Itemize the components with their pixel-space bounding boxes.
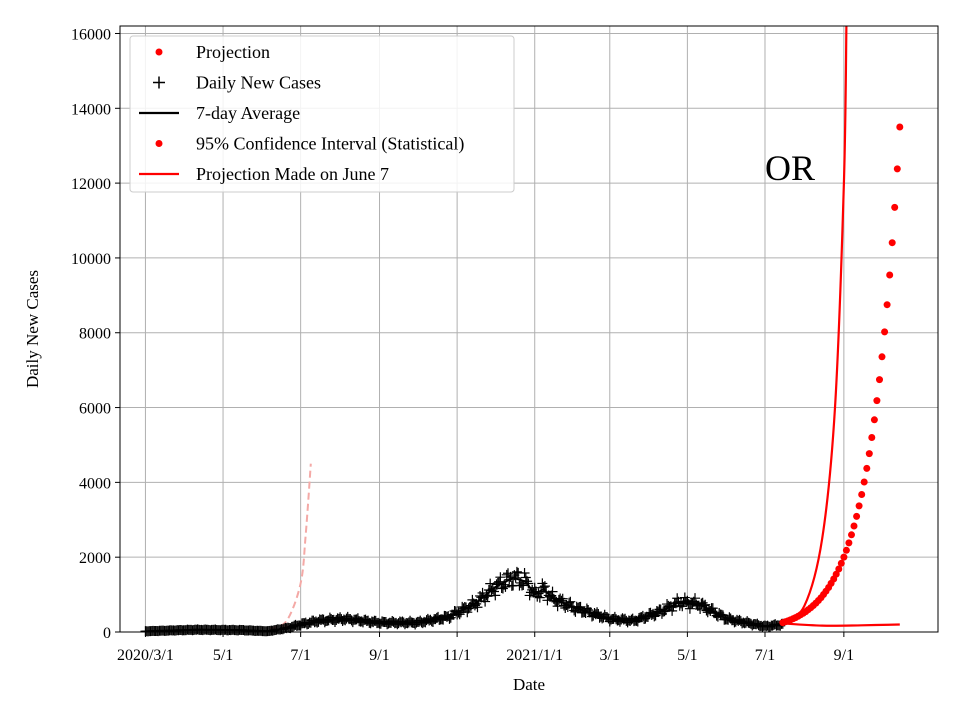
- legend-entry: Daily New Cases: [153, 73, 321, 93]
- legend-entry: Projection Made on June 7: [139, 164, 389, 184]
- projection-dot: [886, 271, 894, 279]
- daily-case-marker: [511, 566, 522, 577]
- projection-dot: [878, 353, 886, 361]
- seven-day-average-line: [145, 576, 783, 633]
- legend-label: Projection Made on June 7: [196, 164, 389, 184]
- x-axis-label: Date: [513, 675, 545, 694]
- x-tick-label: 3/1: [600, 647, 620, 664]
- y-tick-label: 10000: [71, 251, 111, 268]
- projection-dot: [850, 522, 858, 530]
- x-ticks: 2020/3/1 5/1 7/1 9/1 11/1 2021/1/1 3/1 5/1 7/1 9/…: [117, 632, 854, 664]
- projection-dot: [855, 502, 863, 510]
- daily-case-marker: [547, 586, 558, 597]
- projection-dot: [845, 539, 853, 547]
- daily-case-marker: [552, 601, 563, 612]
- projection-dot: [848, 531, 855, 539]
- y-tick-label: 0: [103, 625, 111, 642]
- projection-dot: [896, 123, 904, 131]
- legend-label: 7-day Average: [196, 103, 300, 123]
- daily-case-marker: [519, 567, 530, 578]
- x-tick-label: 2020/3/1: [117, 647, 174, 664]
- projection-dot: [835, 565, 843, 573]
- projection-dots: [779, 123, 904, 627]
- projection-dot: [840, 553, 848, 561]
- earlier-projection: [269, 463, 312, 630]
- plot-frame: [119, 25, 939, 633]
- legend-label: 95% Confidence Interval (Statistical): [196, 134, 464, 155]
- daily-case-marker: [485, 578, 496, 589]
- projection-dot: [888, 239, 896, 247]
- projection-dot: [863, 464, 871, 472]
- x-tick-label: 11/1: [443, 647, 471, 664]
- daily-new-cases: [140, 566, 788, 637]
- projection-dot: [837, 559, 845, 567]
- y-tick-label: 8000: [79, 326, 111, 343]
- y-axis-label: Daily New Cases: [23, 270, 42, 388]
- x-tick-label: 5/1: [677, 647, 697, 664]
- projection-dot: [853, 512, 861, 520]
- projection-dot: [893, 165, 901, 173]
- daily-case-marker: [500, 581, 511, 592]
- legend-entry: Projection: [155, 42, 270, 62]
- x-tick-label: 7/1: [755, 647, 775, 664]
- projection-dot: [873, 397, 881, 405]
- y-ticks: 0 2000 4000 6000 8000 10000 12000 14000 16000: [71, 26, 120, 642]
- daily-case-marker: [472, 602, 483, 613]
- daily-case-marker: [495, 572, 506, 583]
- projection-dot: [883, 301, 891, 309]
- projection-dot: [868, 434, 876, 441]
- daily-case-marker: [538, 582, 549, 593]
- legend-marker-dot: [155, 48, 163, 56]
- projection-dot: [858, 491, 866, 498]
- y-tick-label: 4000: [79, 475, 111, 492]
- earlier-projection-upper: [269, 463, 312, 630]
- y-tick-label: 14000: [71, 101, 111, 118]
- y-tick-label: 12000: [71, 176, 111, 193]
- y-tick-label: 2000: [79, 550, 111, 567]
- daily-case-marker: [480, 596, 491, 607]
- x-tick-label: 2021/1/1: [506, 647, 563, 664]
- projection-dot: [860, 478, 868, 486]
- daily-case-marker: [490, 590, 501, 601]
- legend-entry: 95% Confidence Interval (Statistical): [155, 134, 464, 155]
- daily-case-marker: [534, 592, 545, 603]
- projection-dot: [842, 546, 850, 554]
- x-tick-label: 9/1: [834, 647, 854, 664]
- legend-box: [129, 35, 515, 193]
- legend: Projection Daily New Cases 7-day Average 95…: [129, 35, 515, 193]
- legend-marker-dot: [155, 140, 163, 147]
- x-tick-label: 9/1: [369, 647, 389, 664]
- projection-dot: [832, 570, 840, 578]
- projection-dot: [865, 450, 873, 458]
- projection-dot: [876, 376, 883, 384]
- daily-case-marker: [583, 604, 594, 615]
- legend-label: Daily New Cases: [196, 73, 321, 93]
- legend-marker-plus: [153, 76, 165, 89]
- projection-dot: [870, 416, 878, 424]
- y-tick-label: 6000: [79, 401, 111, 418]
- projection-dot: [891, 203, 899, 211]
- legend-label: Projection: [196, 42, 270, 62]
- daily-case-marker: [684, 603, 695, 614]
- annotation-or: OR: [765, 148, 815, 188]
- x-tick-label: 5/1: [213, 647, 233, 664]
- projection-lines: [782, 25, 900, 627]
- y-tick-label: 16000: [71, 26, 111, 43]
- daily-case-marker: [667, 605, 678, 616]
- x-tick-label: 7/1: [290, 647, 310, 664]
- legend-entry: 7-day Average: [139, 103, 300, 123]
- daily-case-marker: [690, 593, 701, 604]
- projection-line-lower: [782, 622, 900, 627]
- projection-dot: [881, 328, 889, 336]
- projection-line-upper: [782, 25, 848, 624]
